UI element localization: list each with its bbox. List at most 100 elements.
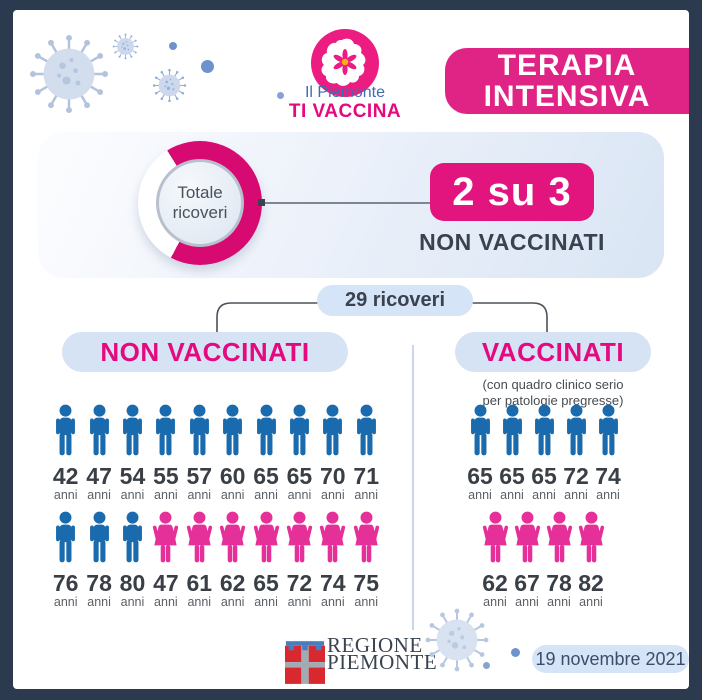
date-badge: 19 novembre 2021 xyxy=(532,645,689,673)
person-age: 78 xyxy=(546,570,572,596)
donut-label-line1: Totale xyxy=(177,183,223,202)
person-age-unit: anni xyxy=(154,595,178,609)
dot-decoration xyxy=(511,648,520,657)
donut-label: Totale ricoveri xyxy=(156,159,244,247)
person-cell: 55 anni xyxy=(149,404,182,502)
female-person-icon xyxy=(353,511,379,563)
person-age: 55 xyxy=(153,463,179,489)
person-age: 57 xyxy=(186,463,213,489)
person-cell: 65 anni xyxy=(528,404,560,502)
connector-line xyxy=(261,202,432,204)
person-age: 62 xyxy=(482,570,508,596)
person-cell: 82 anni xyxy=(575,511,607,609)
connector-dot xyxy=(258,199,265,206)
person-age-unit: anni xyxy=(321,488,345,502)
person-age-unit: anni xyxy=(532,488,556,502)
person-age: 67 xyxy=(514,570,540,596)
column-divider xyxy=(412,345,414,630)
person-age-unit: anni xyxy=(120,488,145,502)
person-cell: 67 anni xyxy=(511,511,543,609)
person-cell: 42 anni xyxy=(49,404,82,502)
person-age-unit: anni xyxy=(53,488,78,502)
person-cell: 62 anni xyxy=(479,511,511,609)
virus-icon xyxy=(152,68,187,103)
male-person-icon xyxy=(189,404,209,456)
person-age: 72 xyxy=(563,463,589,489)
person-age: 70 xyxy=(320,463,346,489)
person-cell: 57 anni xyxy=(183,404,216,502)
female-person-icon xyxy=(286,511,313,563)
person-age-unit: anni xyxy=(468,488,492,502)
male-person-icon xyxy=(502,404,522,456)
person-age-unit: anni xyxy=(154,488,178,502)
male-person-icon xyxy=(256,404,276,456)
person-cell: 47 anni xyxy=(149,511,182,609)
donut-label-line2: ricoveri xyxy=(172,203,228,222)
person-age-unit: anni xyxy=(596,488,620,502)
person-age: 42 xyxy=(52,463,79,489)
title-banner: TERAPIA INTENSIVA xyxy=(445,48,689,114)
person-age: 65 xyxy=(499,463,525,489)
person-cell: 61 anni xyxy=(183,511,216,609)
person-age: 72 xyxy=(286,570,313,596)
person-age-unit: anni xyxy=(87,595,111,609)
regione-piemonte-emblem xyxy=(285,641,325,684)
ratio-caption: NON VACCINATI xyxy=(419,229,605,255)
virus-icon xyxy=(28,33,110,115)
male-person-icon xyxy=(470,404,490,456)
person-age-unit: anni xyxy=(579,595,603,609)
person-age: 47 xyxy=(86,463,112,489)
person-age: 65 xyxy=(467,463,493,489)
person-age: 65 xyxy=(253,570,279,596)
person-age-unit: anni xyxy=(287,595,312,609)
person-age-unit: anni xyxy=(500,488,524,502)
male-person-icon xyxy=(289,404,309,456)
vaccinati-row-1: 65 anni 65 anni 65 anni 72 anni 74 anni xyxy=(464,404,624,502)
person-age: 82 xyxy=(578,570,604,596)
person-age: 80 xyxy=(119,570,146,596)
male-person-icon xyxy=(566,404,586,456)
female-person-icon xyxy=(153,511,179,563)
male-person-icon xyxy=(56,404,76,456)
person-age: 71 xyxy=(353,463,379,489)
dot-decoration xyxy=(169,42,177,50)
person-age: 61 xyxy=(186,570,213,596)
male-person-icon xyxy=(598,404,618,456)
person-age: 65 xyxy=(531,463,557,489)
person-age-unit: anni xyxy=(254,488,278,502)
banner-line1: TERAPIA xyxy=(497,49,637,82)
person-age: 75 xyxy=(353,570,379,596)
regione-piemonte-wordmark: REGIONE PIEMONTE xyxy=(327,635,437,673)
person-cell: 65 anni xyxy=(249,404,282,502)
male-person-icon xyxy=(123,404,142,456)
person-cell: 78 anni xyxy=(82,511,115,609)
male-person-icon xyxy=(356,404,376,456)
female-person-icon xyxy=(578,511,604,563)
person-age-unit: anni xyxy=(87,488,111,502)
person-age-unit: anni xyxy=(220,595,245,609)
person-age: 60 xyxy=(219,463,246,489)
person-age-unit: anni xyxy=(354,595,379,609)
person-age-unit: anni xyxy=(187,488,212,502)
person-age-unit: anni xyxy=(483,595,507,609)
person-age-unit: anni xyxy=(120,595,145,609)
piemonte-map-icon xyxy=(321,38,366,86)
person-age-unit: anni xyxy=(321,595,345,609)
person-age-unit: anni xyxy=(220,488,245,502)
total-badge: 29 ricoveri xyxy=(317,285,473,316)
person-cell: 60 anni xyxy=(216,404,249,502)
person-age: 65 xyxy=(253,463,279,489)
person-cell: 72 anni xyxy=(283,511,316,609)
female-person-icon xyxy=(482,511,508,563)
column-title-vaccinati: VACCINATI xyxy=(455,332,651,372)
male-person-icon xyxy=(89,511,109,563)
column-title-non-vaccinati: NON VACCINATI xyxy=(62,332,348,372)
male-person-icon xyxy=(156,404,176,456)
ratio-badge: 2 su 3 xyxy=(430,163,594,221)
person-cell: 78 anni xyxy=(543,511,575,609)
person-cell: 71 anni xyxy=(350,404,383,502)
person-age-unit: anni xyxy=(287,488,312,502)
male-person-icon xyxy=(89,404,109,456)
female-person-icon xyxy=(253,511,279,563)
